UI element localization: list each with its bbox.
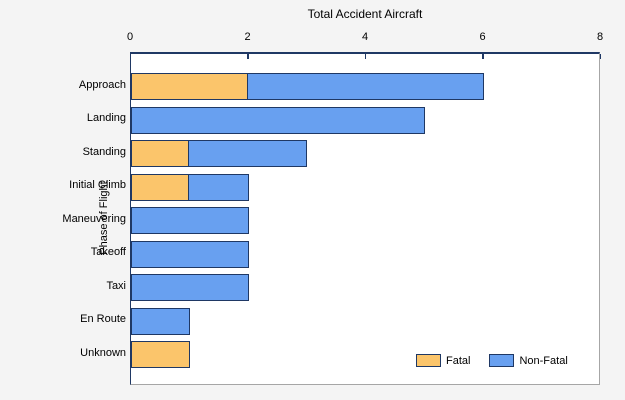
bar-maneuvering [131, 207, 249, 234]
x-tick-label-6: 6 [479, 31, 486, 43]
bar-taxi [131, 274, 249, 301]
category-label-unknown: Unknown [80, 346, 126, 359]
x-tick-label-2: 2 [244, 31, 251, 43]
nonfatal-swatch [489, 354, 515, 367]
bar-segment-fatal [132, 174, 190, 200]
category-label-landing: Landing [86, 112, 126, 124]
bar-segment-fatal [132, 74, 248, 99]
fatal-swatch [416, 354, 441, 367]
x-tick-label-8: 8 [596, 31, 604, 43]
x-tick-mark-6 [482, 54, 484, 59]
category-label-initial-climb: Initial Climb [69, 179, 126, 191]
category-label-takeoff: Takeoff [90, 246, 126, 258]
x-tick-mark-4 [364, 54, 366, 59]
bar-takeoff [131, 240, 249, 268]
bar-unknown [131, 341, 190, 368]
legend-item-nonfatal: Non-Fatal [489, 354, 568, 367]
category-label-maneuvering: Maneuvering [62, 212, 126, 225]
legend: Fatal Non-Fatal [416, 354, 568, 367]
x-tick-mark-8 [599, 54, 601, 59]
bar-initial-climb [131, 173, 249, 201]
x-tick-mark-2 [247, 54, 249, 59]
x-tick-mark-0 [129, 54, 131, 59]
y-axis-title: Phase of Flight [98, 181, 110, 255]
category-label-approach: Approach [78, 78, 126, 91]
bar-en-route [131, 307, 190, 335]
legend-label-fatal: Fatal [446, 354, 471, 367]
category-label-taxi: Taxi [106, 279, 126, 292]
bar-segment-fatal [132, 141, 190, 166]
plot-area [129, 52, 601, 385]
category-label-standing: Standing [82, 145, 126, 158]
x-tick-label-4: 4 [361, 31, 369, 43]
chart-title: Total Accident Aircraft [307, 7, 423, 21]
bar-standing [131, 140, 308, 167]
legend-label-nonfatal: Non-Fatal [519, 354, 568, 367]
category-label-en-route: En Route [80, 313, 126, 325]
bar-landing [131, 106, 425, 134]
bar-approach [131, 73, 484, 100]
legend-item-fatal: Fatal [416, 354, 470, 367]
x-tick-label-0: 0 [126, 31, 134, 43]
